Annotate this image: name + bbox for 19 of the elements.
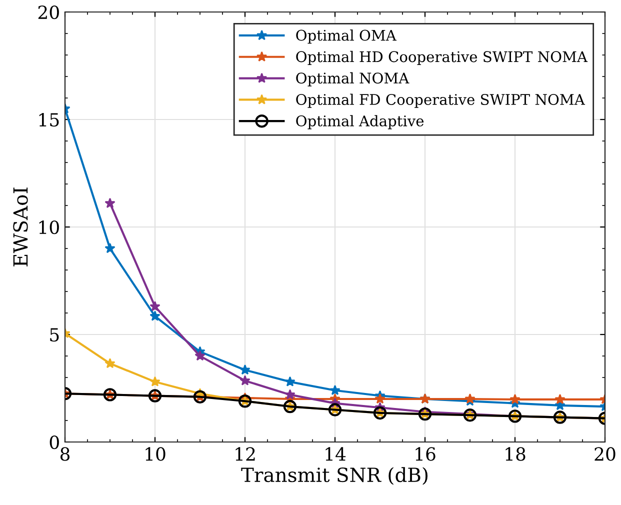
y-tick-label: 20 xyxy=(38,5,59,20)
y-tick-label: 5 xyxy=(50,328,59,342)
y-axis-title: EWSAoI xyxy=(13,188,28,266)
y-tick-label: 10 xyxy=(39,220,59,234)
x-tick-label: 14 xyxy=(326,447,346,461)
x-tick-label: 20 xyxy=(594,447,616,461)
x-tick-label: 16 xyxy=(416,447,436,461)
legend-label: Optimal FD Cooperative SWIPT NOMA xyxy=(296,94,586,108)
x-tick-label: 18 xyxy=(506,447,526,461)
x-tick-label: 12 xyxy=(236,447,255,461)
legend-label: Optimal NOMA xyxy=(296,72,410,86)
x-axis-title: Transmit SNR (dB) xyxy=(241,467,428,485)
x-tick-label: 8 xyxy=(60,447,70,461)
legend-label: Optimal OMA xyxy=(296,30,397,44)
x-tick-label: 10 xyxy=(146,447,166,461)
y-tick-label: 0 xyxy=(50,435,59,450)
y-tick-label: 15 xyxy=(39,112,59,127)
legend-label: Optimal Adaptive xyxy=(296,115,424,130)
legend-label: Optimal HD Cooperative SWIPT NOMA xyxy=(296,50,588,66)
